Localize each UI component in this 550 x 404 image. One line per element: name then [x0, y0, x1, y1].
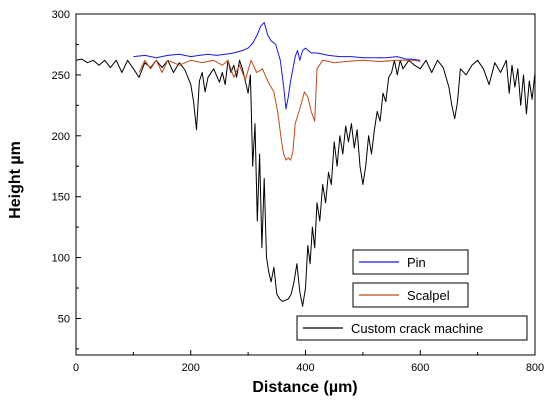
y-tick-label: 50: [58, 313, 70, 325]
y-tick-label: 250: [52, 70, 70, 82]
x-tick-label: 600: [411, 362, 429, 374]
x-axis-title: Distance (µm): [252, 379, 357, 396]
x-tick-label: 800: [526, 362, 544, 374]
x-tick-label: 0: [73, 362, 79, 374]
legend-item-pin: Pin: [352, 249, 469, 275]
series-line-scalpel: [138, 59, 421, 161]
y-tick-label: 150: [52, 192, 70, 204]
series-line-pin: [133, 22, 421, 110]
legend-label: Pin: [407, 255, 426, 270]
y-axis-title: Height µm: [7, 141, 24, 219]
x-tick-label: 200: [182, 362, 200, 374]
series-line-custom-crack-machine: [76, 58, 535, 307]
y-tick-label: 100: [52, 253, 70, 265]
legend-item-custom-crack-machine: Custom crack machine: [296, 315, 528, 341]
y-tick-label: 300: [52, 9, 70, 21]
legend-label: Custom crack machine: [351, 321, 483, 336]
legend-item-scalpel: Scalpel: [352, 282, 469, 308]
y-tick-label: 200: [52, 131, 70, 143]
x-tick-label: 400: [296, 362, 314, 374]
legend-label: Scalpel: [407, 288, 450, 303]
